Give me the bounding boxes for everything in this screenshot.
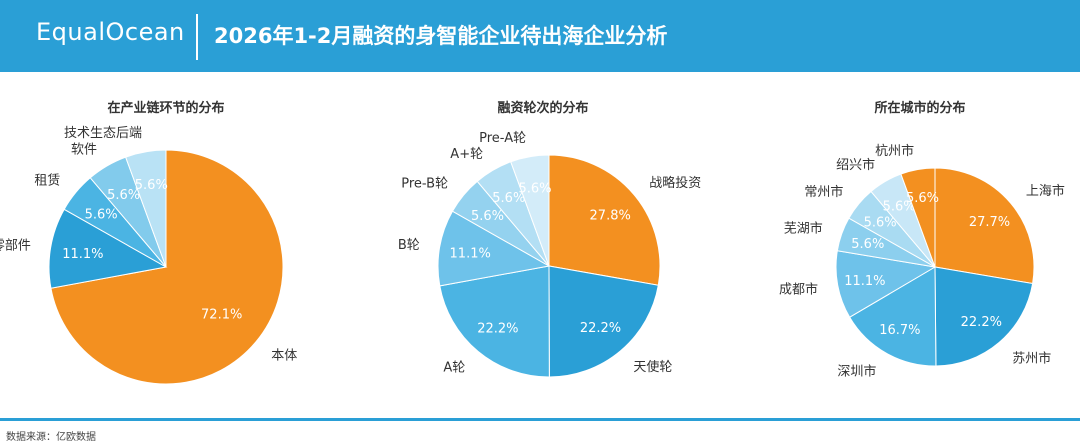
slice-category-label: 本体 — [271, 349, 297, 364]
chart-title: 所在城市的分布 — [874, 100, 965, 116]
header-bar: EqualOcean 2026年1-2月融资的身智能企业待出海企业分析 — [0, 0, 1080, 72]
page-title: 2026年1-2月融资的身智能企业待出海企业分析 — [214, 24, 668, 48]
pie-slice-2-2 — [548, 265, 659, 378]
slice-value-label: 11.1% — [844, 274, 885, 289]
slice-category-label: 绍兴市 — [836, 157, 875, 173]
footer-divider — [0, 418, 1080, 421]
slice-value-label: 27.7% — [969, 215, 1010, 230]
pie-slice-3-1 — [934, 167, 1035, 285]
slice-category-label: 杭州市 — [875, 143, 914, 159]
pie-slice-1-5 — [125, 149, 167, 268]
slice-value-label: 11.1% — [450, 247, 491, 262]
header-divider — [196, 14, 198, 60]
slice-value-label: 5.6% — [518, 181, 551, 196]
pie-slice-3-2 — [934, 266, 1034, 367]
chart-title: 在产业链环节的分布 — [107, 100, 224, 116]
slice-value-label: 5.6% — [883, 199, 916, 214]
slice-value-label: 16.7% — [879, 323, 920, 338]
slice-category-label: 苏州市 — [1012, 351, 1051, 367]
slice-category-label: 芜湖市 — [784, 220, 823, 236]
slice-value-label: 5.6% — [851, 237, 884, 252]
slice-value-label: 11.1% — [62, 247, 103, 262]
pie-slice-2-7 — [510, 154, 550, 267]
slice-category-label: 天使轮 — [633, 359, 672, 375]
slice-category-label: 常州市 — [804, 184, 843, 200]
slice-value-label: 27.8% — [590, 209, 631, 224]
slice-value-label: 72.1% — [201, 307, 242, 322]
data-source-note: 数据来源：亿欧数据 — [6, 432, 96, 443]
slice-value-label: 5.6% — [492, 191, 525, 206]
slice-value-label: 22.2% — [580, 321, 621, 336]
slice-category-label: A轮 — [443, 361, 465, 376]
pie-slice-3-4 — [835, 250, 937, 318]
slice-value-label: 5.6% — [135, 178, 168, 193]
slice-category-label: 深圳市 — [837, 364, 876, 380]
pie-charts: 在产业链环节的分布 72.1% 本体 11.1% 零部件 5.6% 租赁 5.6% 软件 5.6%… — [0, 100, 1065, 385]
pie-chart-2: 融资轮次的分布 27.8% 战略投资 22.2% 天使轮 22.2% A轮 11.1% B轮 5.… — [398, 100, 701, 378]
slice-value-label: 5.6% — [906, 191, 939, 206]
slice-category-label: Pre-A轮 — [479, 131, 526, 146]
pie-slice-2-3 — [439, 265, 550, 378]
slice-category-label: B轮 — [398, 238, 420, 253]
chart-title: 融资轮次的分布 — [497, 100, 588, 116]
slice-value-label: 5.6% — [471, 209, 504, 224]
pie-slice-1-2 — [48, 208, 168, 289]
pie-chart-3: 所在城市的分布 27.7% 上海市 22.2% 苏州市 16.7% 深圳市 11.1% 成都市 5… — [779, 100, 1065, 380]
slice-category-label: 技术生态后端 — [64, 126, 142, 141]
slice-category-label: 软件 — [71, 143, 97, 158]
pie-slice-2-4 — [437, 210, 551, 287]
slice-category-label: Pre-B轮 — [401, 176, 448, 191]
slice-category-label: A+轮 — [450, 147, 483, 162]
slice-value-label: 22.2% — [477, 322, 518, 337]
slice-category-label: 战略投资 — [649, 175, 701, 191]
slice-value-label: 5.6% — [107, 188, 140, 203]
slice-value-label: 5.6% — [864, 216, 897, 231]
slice-value-label: 5.6% — [85, 207, 118, 222]
slice-category-label: 上海市 — [1026, 183, 1065, 199]
slice-category-label: 零部件 — [0, 238, 31, 253]
slice-category-label: 成都市 — [779, 282, 818, 298]
slice-category-label: 租赁 — [34, 174, 60, 189]
slice-value-label: 22.2% — [961, 315, 1002, 330]
pie-slice-3-3 — [848, 266, 937, 367]
pie-slice-2-1 — [548, 154, 661, 286]
pie-chart-1: 在产业链环节的分布 72.1% 本体 11.1% 零部件 5.6% 租赁 5.6% 软件 5.6%… — [0, 100, 297, 385]
pie-slice-3-8 — [900, 167, 936, 268]
brand-logo: EqualOcean — [36, 18, 185, 46]
